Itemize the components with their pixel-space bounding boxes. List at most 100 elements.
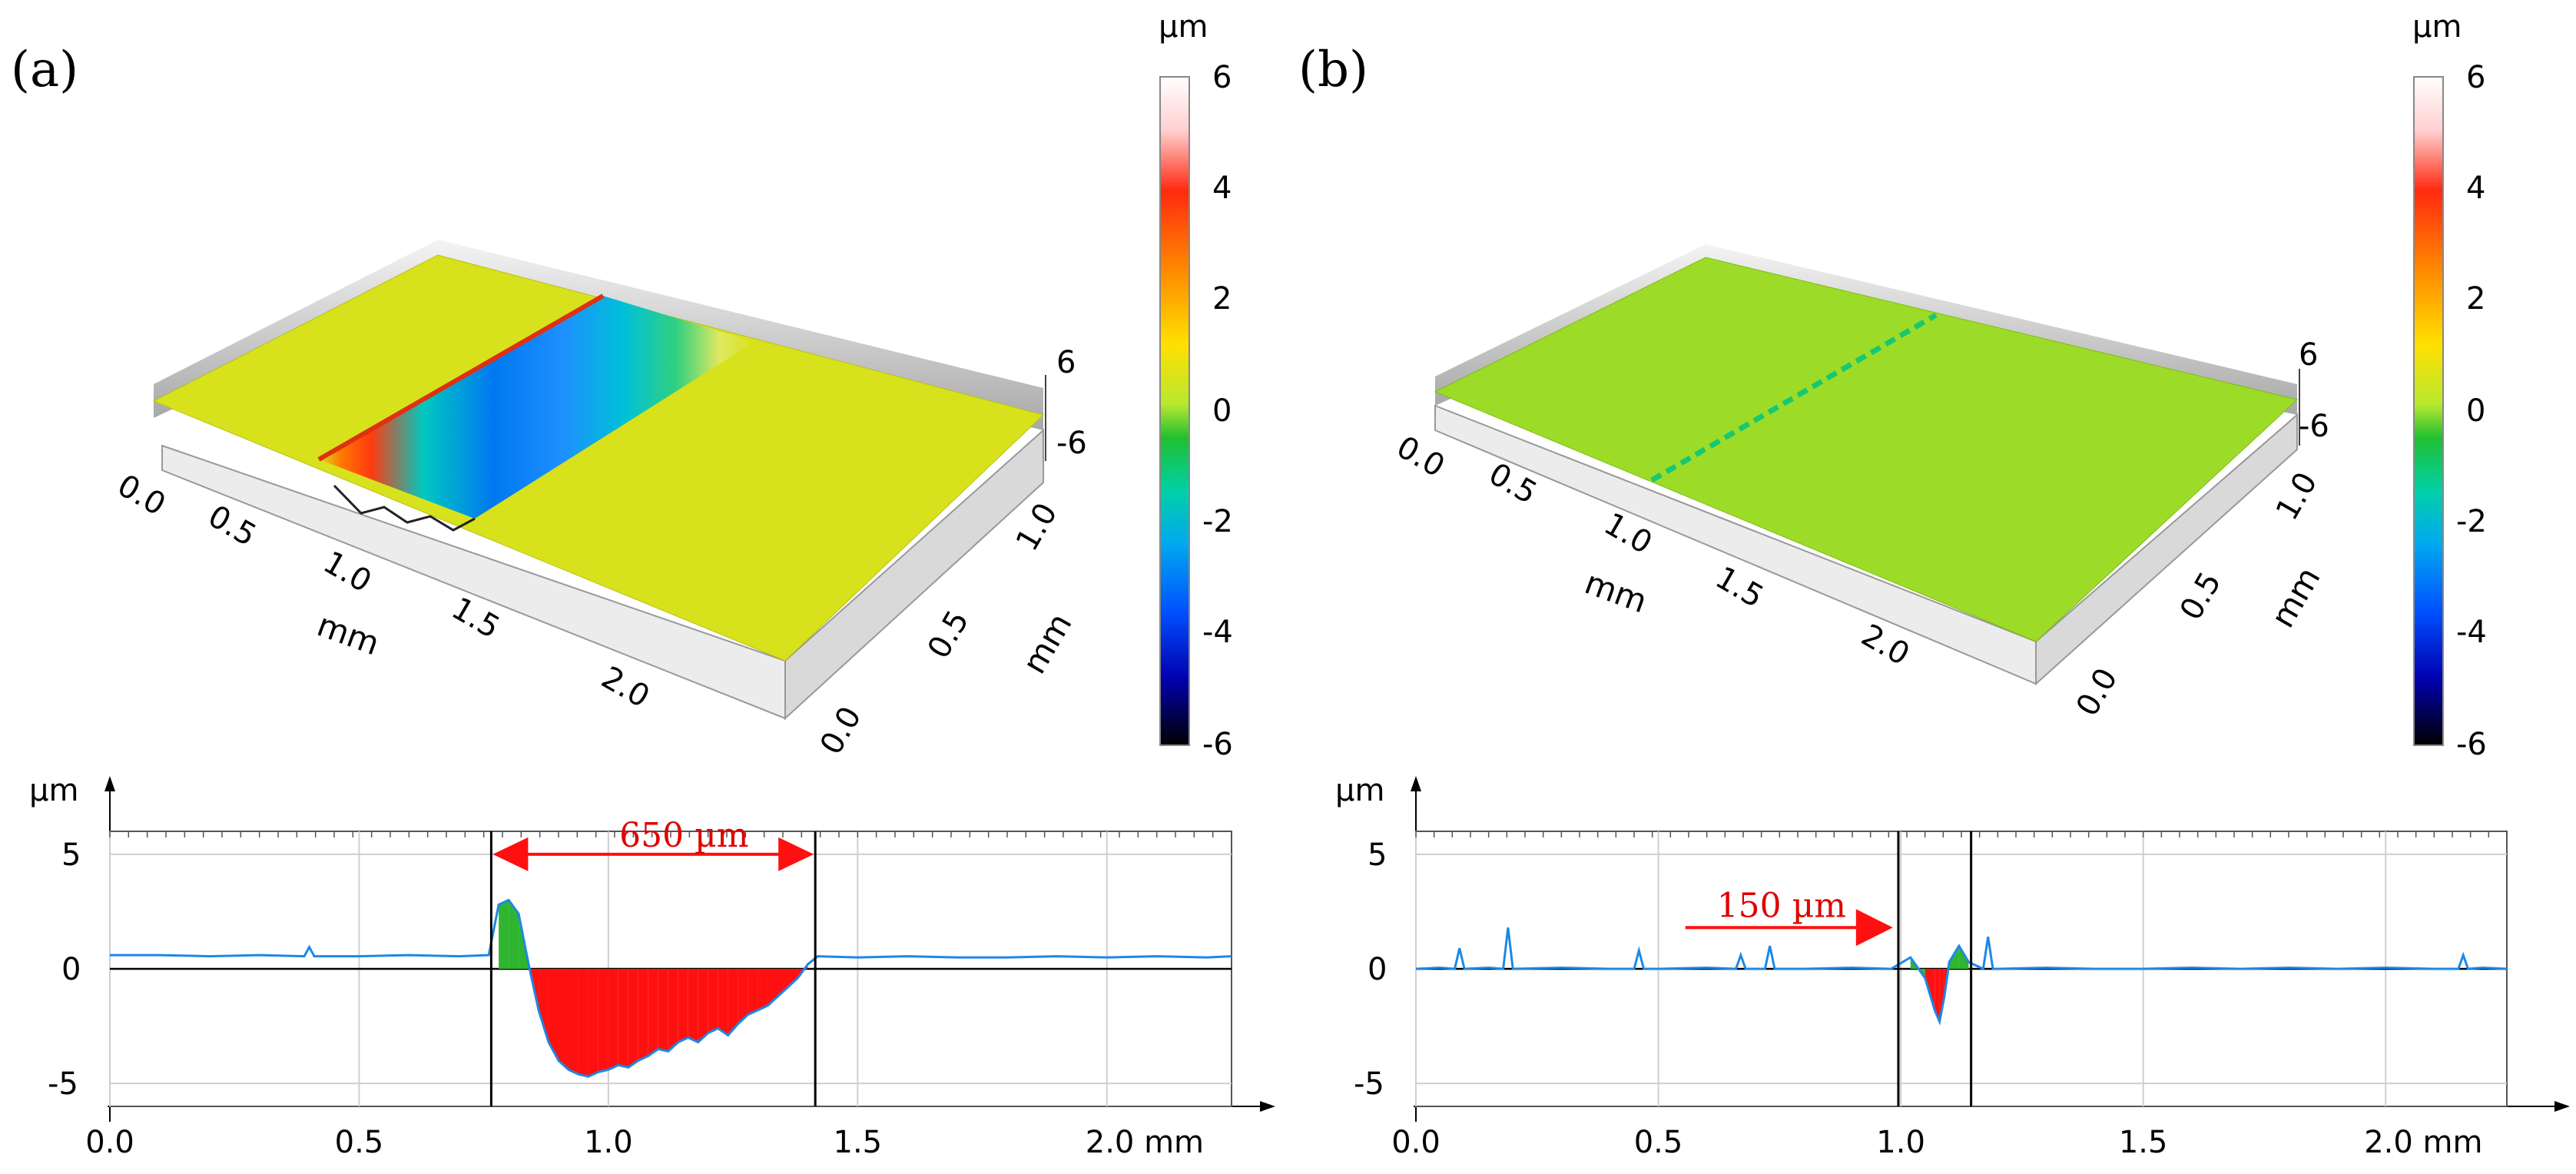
colorbar-tick-b-2: 2 — [2466, 281, 2485, 317]
surface-top-a — [152, 254, 1044, 662]
fill-segment-a-38 — [767, 969, 778, 1006]
profile-y-unit-a: µm — [29, 773, 78, 808]
fill-segment-a-19 — [578, 969, 588, 1077]
profile-x-tick-a-2: 1.0 — [584, 1125, 633, 1160]
fill-segment-a-21 — [598, 969, 608, 1073]
z-axis-a — [1045, 375, 1046, 461]
colorbar-unit-b: µm — [2412, 9, 2462, 45]
colorbar-gradient-a — [1159, 76, 1190, 746]
right-side-a — [784, 428, 1044, 721]
profile-plot-b: µm 5 0 -5 0.0 0.5 1.0 1.5 2.0 mm 150 µm — [1335, 773, 2570, 1160]
colorbar-tick-b-0: 6 — [2466, 60, 2485, 95]
profile-x-tick-a-4: 2.0 mm — [1086, 1125, 1204, 1160]
panel-a: (a) 6 -6 0.0 0.5 1.0 1.5 2.0 mm 0.0 0.5 … — [11, 9, 1275, 1160]
fill-segment-a-22 — [608, 969, 618, 1070]
panel-label-b: (b) — [1298, 41, 1368, 98]
profile-x-tick-b-3: 1.5 — [2119, 1125, 2168, 1160]
fill-segment-b-28 — [1939, 969, 1944, 1022]
fill-segment-a-17 — [559, 969, 569, 1070]
colorbar-tick-a-4: -2 — [1202, 504, 1233, 539]
fill-segment-a-12 — [509, 900, 519, 969]
fill-segment-a-23 — [618, 969, 628, 1068]
colorbar-tick-a-0: 6 — [1212, 60, 1232, 95]
profile-x-arrowhead-b — [2554, 1101, 2570, 1112]
colorbar-a: µm 6 4 2 0 -2 -4 -6 — [1159, 9, 1233, 762]
profile-x-tick-b-1: 0.5 — [1634, 1125, 1683, 1160]
colorbar-tick-a-1: 4 — [1212, 171, 1232, 206]
fill-segment-a-36 — [748, 969, 758, 1015]
fill-segment-a-34 — [728, 969, 738, 1036]
surface-y-tick-b-0: 0.0 — [2070, 662, 2125, 722]
surface-y-tick-a-1: 0.5 — [921, 605, 976, 665]
z-tick-label-b-0: 6 — [2299, 337, 2318, 373]
z-tick-label-a-1: -6 — [1056, 426, 1087, 461]
fill-segment-a-18 — [568, 969, 579, 1075]
profile-y-tick-b-2: -5 — [1354, 1066, 1384, 1102]
scratch-edge-a — [333, 484, 476, 532]
profile-plot-a: µm 5 0 -5 0.0 0.5 1.0 1.5 2.0 mm 650 µm — [29, 773, 1275, 1160]
surface-plot-a: 6 -6 0.0 0.5 1.0 1.5 2.0 mm 0.0 0.5 1.0 … — [111, 240, 1087, 761]
fill-segment-a-15 — [539, 969, 549, 1043]
annotation-head-right-a — [778, 837, 814, 871]
colorbar-tick-a-2: 2 — [1212, 281, 1232, 317]
fill-segment-a-37 — [758, 969, 768, 1010]
surface-top-b — [1434, 257, 2299, 642]
profile-y-arrowhead-b — [1411, 776, 1421, 791]
fill-segment-b-27 — [1934, 969, 1940, 1022]
fill-segment-a-32 — [708, 969, 718, 1033]
surface-x-tick-b-0: 0.0 — [1391, 429, 1450, 485]
scratch-band-a — [319, 296, 754, 519]
profile-x-tick-b-0: 0.0 — [1391, 1125, 1441, 1160]
fill-segment-a-11 — [499, 900, 509, 969]
annotation-arrow-b — [1685, 909, 1893, 947]
z-tick-label-a-0: 6 — [1056, 345, 1076, 380]
annotation-head-left-a — [492, 837, 529, 871]
fill-segment-a-20 — [588, 969, 598, 1077]
fill-segment-a-33 — [718, 969, 728, 1036]
fill-segment-a-16 — [549, 969, 559, 1061]
z-tick-label-b-1: -6 — [2299, 409, 2329, 444]
annotation-head-b — [1855, 909, 1893, 947]
fill-segment-a-35 — [738, 969, 748, 1024]
profile-y-tick-a-0: 5 — [61, 837, 81, 873]
surface-y-tick-a-0: 0.0 — [814, 701, 869, 761]
surface-x-tick-a-4: 2.0 — [595, 660, 655, 715]
colorbar-gradient-b — [2413, 76, 2444, 746]
fill-segment-a-27 — [658, 969, 668, 1052]
profile-fill-a — [499, 900, 808, 1077]
colorbar-tick-a-5: -4 — [1202, 615, 1233, 650]
profile-fill-b — [1910, 946, 1969, 1022]
surface-x-unit-b: mm — [1580, 563, 1653, 620]
profile-line-b — [1415, 927, 2508, 1026]
profile-y-tick-b-0: 5 — [1368, 837, 1387, 873]
fill-segment-a-40 — [787, 969, 798, 987]
annotation-text-b: 150 µm — [1717, 886, 1846, 925]
colorbar-tick-b-4: -2 — [2456, 504, 2487, 539]
surface-x-tick-a-0: 0.0 — [111, 468, 171, 523]
z-axis-b — [2299, 369, 2300, 446]
profile-x-tick-a-3: 1.5 — [834, 1125, 883, 1160]
surface-y-unit-b: mm — [2263, 561, 2327, 634]
profile-markers-b — [1897, 831, 1973, 1106]
colorbar-tick-b-5: -4 — [2456, 615, 2487, 650]
panel-b: (b) 6 -6 0.0 0.5 1.0 1.5 2.0 mm 0.0 0.5 … — [1298, 9, 2570, 1160]
profile-x-arrowhead-a — [1260, 1101, 1275, 1112]
surface-x-unit-a: mm — [313, 605, 385, 662]
fill-segment-a-31 — [698, 969, 708, 1043]
profile-x-tick-a-0: 0.0 — [85, 1125, 134, 1160]
fill-segment-a-24 — [628, 969, 638, 1068]
colorbar-unit-a: µm — [1159, 9, 1208, 45]
profile-markers-a — [489, 831, 817, 1106]
profile-x-tick-b-4: 2.0 mm — [2364, 1125, 2482, 1160]
profile-y-arrowhead-a — [104, 776, 115, 791]
colorbar-tick-a-6: -6 — [1202, 727, 1233, 762]
profile-y-tick-b-1: 0 — [1368, 952, 1387, 987]
profile-x-tick-b-2: 1.0 — [1876, 1125, 1925, 1160]
colorbar-b: µm 6 4 2 0 -2 -4 -6 — [2412, 9, 2487, 762]
surface-y-tick-b-1: 0.5 — [2173, 566, 2229, 626]
fill-segment-a-25 — [638, 969, 648, 1061]
profile-y-tick-a-2: -5 — [48, 1066, 78, 1102]
panel-label-a: (a) — [11, 41, 78, 98]
colorbar-tick-b-3: 0 — [2466, 393, 2485, 429]
